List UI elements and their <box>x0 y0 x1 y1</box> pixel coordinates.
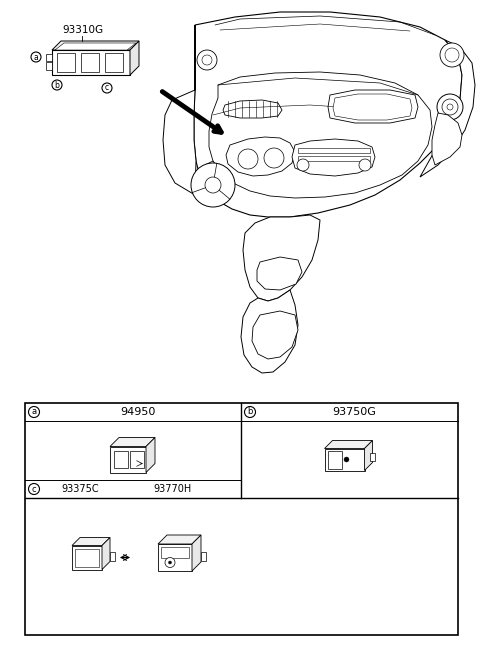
Bar <box>298 148 370 153</box>
Bar <box>46 62 52 70</box>
Circle shape <box>238 149 258 169</box>
Circle shape <box>437 94 463 120</box>
Polygon shape <box>223 100 282 118</box>
Circle shape <box>28 483 39 495</box>
Polygon shape <box>364 441 372 470</box>
Circle shape <box>244 407 255 417</box>
Polygon shape <box>192 535 201 571</box>
Circle shape <box>447 104 453 110</box>
Polygon shape <box>420 40 475 177</box>
Polygon shape <box>243 215 320 301</box>
Bar <box>370 453 374 460</box>
Bar <box>105 53 123 72</box>
Polygon shape <box>252 311 298 359</box>
Text: a: a <box>31 407 36 417</box>
Polygon shape <box>209 72 432 198</box>
Text: 93310G: 93310G <box>62 25 103 35</box>
Polygon shape <box>52 41 139 50</box>
Bar <box>110 447 146 472</box>
Text: 93750G: 93750G <box>333 407 376 417</box>
Text: a: a <box>34 52 38 62</box>
Circle shape <box>297 159 309 171</box>
Text: 93770H: 93770H <box>154 484 192 494</box>
Circle shape <box>440 43 464 67</box>
Bar <box>81 53 99 72</box>
Polygon shape <box>226 137 295 176</box>
Circle shape <box>359 159 371 171</box>
Circle shape <box>191 163 235 207</box>
Circle shape <box>168 561 171 564</box>
Bar <box>327 451 341 468</box>
Polygon shape <box>328 90 418 123</box>
Bar <box>201 552 206 561</box>
Circle shape <box>344 457 349 462</box>
Bar <box>57 53 75 72</box>
Bar <box>52 50 130 75</box>
Polygon shape <box>146 438 155 472</box>
Bar <box>110 552 115 561</box>
Bar <box>114 451 128 468</box>
Circle shape <box>445 48 459 62</box>
Polygon shape <box>158 535 201 544</box>
Polygon shape <box>72 538 110 546</box>
Bar <box>46 54 52 61</box>
Circle shape <box>102 83 112 93</box>
Circle shape <box>165 557 175 567</box>
Polygon shape <box>241 290 298 373</box>
Text: c: c <box>105 83 109 92</box>
Text: b: b <box>55 81 60 90</box>
Circle shape <box>31 52 41 62</box>
Polygon shape <box>163 25 196 195</box>
Circle shape <box>28 407 39 417</box>
Circle shape <box>264 148 284 168</box>
Text: b: b <box>247 407 252 417</box>
Text: 93375C: 93375C <box>61 484 99 494</box>
Polygon shape <box>333 94 412 120</box>
Bar <box>72 546 102 569</box>
Bar <box>130 451 144 468</box>
Circle shape <box>197 50 217 70</box>
Polygon shape <box>200 161 233 197</box>
Text: 94950: 94950 <box>120 407 156 417</box>
Circle shape <box>202 55 212 65</box>
Bar <box>298 156 370 161</box>
Bar <box>25 403 458 635</box>
Circle shape <box>52 80 62 90</box>
Bar <box>161 547 189 557</box>
Polygon shape <box>292 139 375 176</box>
Polygon shape <box>324 441 372 449</box>
Circle shape <box>442 99 458 115</box>
Polygon shape <box>194 12 462 217</box>
Polygon shape <box>55 43 136 50</box>
Polygon shape <box>110 438 155 447</box>
Bar <box>158 544 192 571</box>
Polygon shape <box>257 257 302 290</box>
Bar <box>75 548 99 567</box>
Bar <box>324 449 364 470</box>
Circle shape <box>205 177 221 193</box>
Polygon shape <box>102 538 110 569</box>
Polygon shape <box>432 113 462 165</box>
Text: c: c <box>32 485 36 493</box>
Polygon shape <box>130 41 139 75</box>
